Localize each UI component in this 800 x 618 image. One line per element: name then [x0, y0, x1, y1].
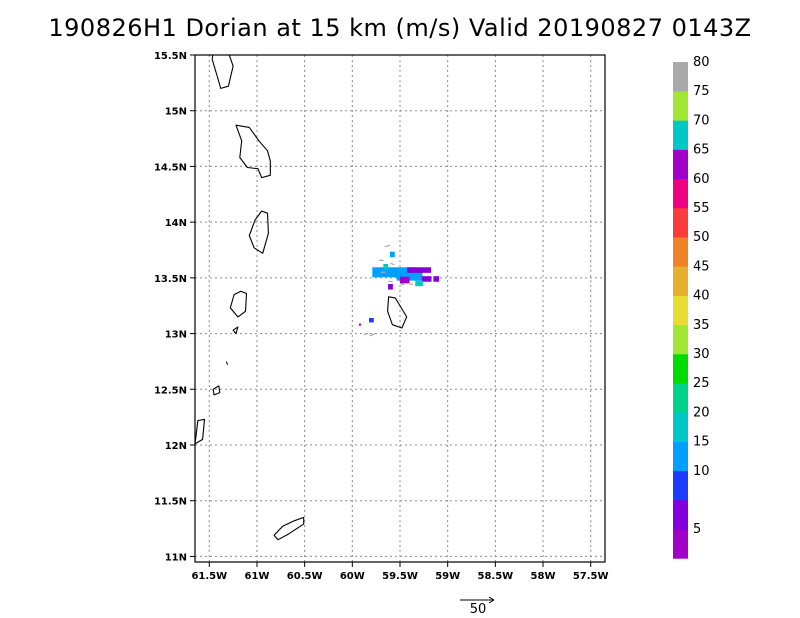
y-tick-label: 12N — [165, 441, 187, 452]
colorbar-swatch — [673, 529, 688, 559]
x-tick-label: 59.5W — [382, 571, 418, 582]
reference-vector-label: 50 — [470, 602, 487, 617]
y-tick-label: 15N — [165, 107, 187, 118]
islet-mark — [225, 361, 228, 365]
colorbar-label: 80 — [693, 55, 710, 70]
y-tick-label: 11.5N — [154, 497, 187, 508]
colorbar-swatch — [673, 266, 688, 296]
colorbar-swatch — [673, 120, 688, 150]
island-outline — [387, 296, 408, 329]
wind-cell — [383, 263, 389, 270]
reference-arrow-head — [488, 596, 495, 604]
colorbar-label: 70 — [693, 113, 710, 128]
x-tick-label: 60.5W — [287, 571, 323, 582]
coastlines — [195, 55, 408, 541]
colorbar-label: 20 — [693, 405, 710, 420]
colorbar-swatch — [673, 441, 688, 472]
y-tick-label: 12.5N — [154, 385, 187, 396]
colorbar-swatch — [673, 412, 688, 442]
wind-vector — [369, 333, 376, 337]
island-outline — [195, 418, 206, 445]
island-outline — [229, 290, 248, 318]
x-tick-label: 60W — [340, 571, 365, 582]
wind-cell — [400, 276, 410, 284]
x-tick-label: 57.5W — [573, 571, 609, 582]
colorbar-label: 40 — [693, 289, 710, 304]
grid-lines — [195, 54, 605, 562]
colorbar-swatch — [673, 324, 688, 355]
wind-cell — [388, 283, 393, 290]
colorbar-swatch — [673, 470, 688, 501]
y-tick-label: 11N — [165, 552, 187, 563]
colorbar-label: 55 — [693, 201, 710, 216]
wind-cell — [415, 280, 423, 287]
wind-vector — [363, 332, 369, 336]
wind-cell — [369, 317, 374, 323]
x-tick-label: 58W — [531, 571, 556, 582]
wind-vector — [399, 282, 405, 286]
colorbar-swatch — [673, 91, 688, 121]
wind-vector — [388, 280, 393, 283]
island-outline — [248, 210, 269, 254]
wind-speed-cells — [359, 251, 440, 326]
colorbar-swatch — [673, 295, 688, 326]
wind-cell — [407, 267, 431, 273]
y-tick-label: 14N — [165, 218, 187, 229]
wind-cell — [389, 251, 395, 258]
island-outline — [211, 55, 234, 89]
colorbar-swatch — [673, 237, 688, 267]
y-tick-label: 14.5N — [154, 162, 187, 173]
wind-vector — [390, 262, 395, 266]
page-title: 190826H1 Dorian at 15 km (m/s) Valid 201… — [48, 14, 752, 42]
wind-vector — [384, 244, 391, 248]
island-outline — [232, 326, 239, 335]
colorbar-label: 60 — [693, 172, 710, 187]
colorbar-swatch — [673, 149, 688, 180]
island-outline — [235, 124, 271, 179]
colorbar-label: 75 — [693, 84, 710, 99]
colorbar-label: 10 — [693, 464, 710, 479]
colorbar-label: 30 — [693, 347, 710, 362]
colorbar-label: 5 — [693, 522, 701, 537]
colorbar-swatch — [673, 500, 688, 530]
island-outline — [212, 385, 221, 396]
colorbar-swatch — [673, 208, 688, 238]
x-tick-label: 61.5W — [191, 571, 227, 582]
x-tick-label: 61W — [245, 571, 270, 582]
wind-cell — [421, 276, 432, 282]
wind-cell — [372, 267, 419, 278]
colorbar-label: 65 — [693, 143, 710, 158]
colorbar-swatch — [673, 383, 688, 413]
colorbar-label: 35 — [693, 318, 710, 333]
colorbar-swatch — [673, 178, 688, 209]
y-tick-label: 15.5N — [154, 51, 187, 62]
axis-ticks: 61.5W 61W 60.5W 60W 59.5W 59W 58.5W 58W 57.5W 15.… — [154, 51, 609, 582]
wind-cell — [359, 323, 361, 326]
wind-cell — [433, 276, 440, 282]
y-tick-label: 13.5N — [154, 274, 187, 285]
wind-vector — [409, 283, 414, 286]
x-tick-label: 58.5W — [477, 571, 513, 582]
x-tick-label: 59W — [435, 571, 460, 582]
reference-vector: 50 — [460, 596, 495, 617]
colorbar-label: 45 — [693, 259, 710, 274]
colorbar-swatch — [673, 62, 688, 92]
wind-vectors — [363, 244, 414, 337]
colorbar-label: 25 — [693, 376, 710, 391]
wind-cell — [396, 270, 423, 281]
colorbar-label: 15 — [693, 435, 710, 450]
colorbar-swatch — [673, 354, 688, 384]
y-tick-label: 13N — [165, 330, 187, 341]
island-outline — [273, 516, 305, 541]
colorbar-label: 50 — [693, 230, 710, 245]
colorbar: 5 10 15 20 25 30 35 40 45 50 55 60 65 70 75 80 — [673, 55, 710, 559]
wind-vector — [378, 259, 384, 262]
